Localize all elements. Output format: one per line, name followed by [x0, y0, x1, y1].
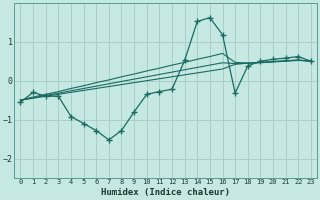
X-axis label: Humidex (Indice chaleur): Humidex (Indice chaleur) [101, 188, 230, 197]
